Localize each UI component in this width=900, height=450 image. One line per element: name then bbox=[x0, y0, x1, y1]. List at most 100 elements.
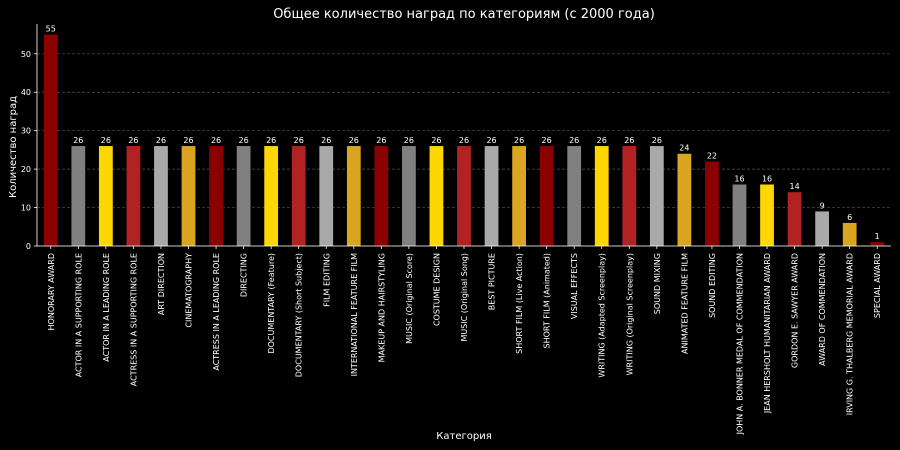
bar bbox=[429, 146, 444, 246]
y-tick-label: 0 bbox=[26, 242, 31, 251]
bar-value-label: 22 bbox=[707, 151, 717, 160]
x-tick-label: MAKEUP AND HAIRSTYLING bbox=[377, 253, 386, 362]
x-axis: HONORARY AWARD ACTOR IN A SUPPORTING ROLE… bbox=[37, 245, 891, 435]
bar bbox=[319, 146, 334, 246]
bar-value-label: 6 bbox=[847, 213, 852, 222]
bar-value-label: 26 bbox=[266, 136, 276, 145]
x-tick-label: MUSIC (Original Song) bbox=[460, 253, 469, 342]
y-tick-label: 50 bbox=[21, 50, 31, 59]
bar-value-label: 26 bbox=[128, 136, 138, 145]
bar bbox=[346, 146, 361, 246]
x-tick-label: ANIMATED FEATURE FILM bbox=[680, 253, 689, 354]
bar bbox=[512, 146, 526, 246]
y-axis-label: Количество наград bbox=[8, 96, 19, 198]
x-tick-label: AWARD OF COMMENDATION bbox=[818, 253, 827, 366]
bar bbox=[732, 184, 747, 246]
bar-value-label: 26 bbox=[652, 136, 662, 145]
bar bbox=[264, 146, 279, 246]
chart-title: Общее количество наград по категориям (с… bbox=[273, 7, 655, 22]
bars bbox=[43, 34, 885, 247]
bar bbox=[677, 153, 692, 246]
bar bbox=[457, 146, 471, 246]
bar-value-label: 26 bbox=[404, 136, 414, 145]
x-tick-label: CINEMATOGRAPHY bbox=[185, 253, 194, 328]
x-tick-label: FILM EDITING bbox=[322, 253, 331, 307]
y-tick-label: 40 bbox=[21, 88, 31, 97]
x-tick-label: SPECIAL AWARD bbox=[873, 253, 882, 318]
x-tick-label: COSTUME DESIGN bbox=[432, 253, 441, 326]
x-tick-label: HONORARY AWARD bbox=[47, 253, 56, 330]
bar-value-label: 26 bbox=[239, 136, 249, 145]
x-tick-label: ACTOR IN A SUPPORTING ROLE bbox=[74, 253, 83, 377]
bar bbox=[291, 146, 306, 246]
x-tick-label: MUSIC (Original Score) bbox=[405, 253, 414, 344]
bar-value-label: 1 bbox=[875, 232, 880, 241]
x-tick-label: ACTRESS IN A SUPPORTING ROLE bbox=[129, 253, 138, 386]
x-tick-label: SOUND EDITING bbox=[708, 253, 717, 318]
y-axis: 0 10 20 30 40 50 bbox=[21, 24, 38, 251]
x-tick-label: SHORT FILM (Animated) bbox=[543, 253, 552, 349]
bar-value-label: 26 bbox=[569, 136, 579, 145]
bar bbox=[374, 146, 389, 246]
y-tick-label: 20 bbox=[21, 165, 31, 174]
bar bbox=[209, 146, 223, 246]
bar-value-label: 55 bbox=[46, 25, 56, 34]
bar-value-label: 26 bbox=[597, 136, 607, 145]
bar bbox=[870, 242, 885, 246]
x-tick-label: WRITING (Original Screenplay) bbox=[625, 253, 634, 375]
bar-value-label: 26 bbox=[624, 136, 634, 145]
bar bbox=[236, 146, 251, 246]
x-tick-label: BEST PICTURE bbox=[488, 253, 497, 310]
bar bbox=[154, 146, 168, 246]
bar bbox=[402, 146, 416, 246]
bar bbox=[539, 146, 554, 246]
bar-value-label: 14 bbox=[789, 182, 799, 191]
x-tick-label: SHORT FILM (Live Action) bbox=[515, 253, 524, 354]
x-tick-label: VISUAL EFFECTS bbox=[570, 253, 579, 319]
bar-value-label: 24 bbox=[679, 144, 689, 153]
bar bbox=[622, 146, 637, 246]
bar-value-label: 16 bbox=[734, 174, 744, 183]
bar bbox=[126, 146, 141, 246]
bar bbox=[98, 146, 113, 246]
bar bbox=[594, 146, 609, 246]
x-tick-label: SOUND MIXING bbox=[653, 253, 662, 314]
bar-value-label: 26 bbox=[486, 136, 496, 145]
bar-value-label: 26 bbox=[183, 136, 193, 145]
x-tick-label: DOCUMENTARY (Feature) bbox=[267, 253, 276, 354]
x-tick-label: IRVING G. THALBERG MEMORIAL AWARD bbox=[846, 253, 855, 415]
bar-value-label: 26 bbox=[459, 136, 469, 145]
x-axis-label: Категория bbox=[436, 431, 491, 442]
bar-value-label: 26 bbox=[542, 136, 552, 145]
value-labels: 55 26 26 26 26 26 26 26 26 26 26 26 26 26 26 26 26 26 26 26… bbox=[46, 25, 880, 242]
bar bbox=[705, 161, 719, 246]
bar bbox=[181, 146, 196, 246]
bar bbox=[649, 146, 664, 246]
x-tick-label: DOCUMENTARY (Short Subject) bbox=[295, 253, 304, 377]
x-tick-label: JOHN A. BONNER MEDAL OF COMMENDATION bbox=[735, 253, 744, 435]
bar-value-label: 26 bbox=[376, 136, 386, 145]
bar-value-label: 26 bbox=[321, 136, 331, 145]
bar bbox=[43, 34, 58, 247]
bar-value-label: 9 bbox=[820, 201, 825, 210]
x-tick-label: DIRECTING bbox=[240, 253, 249, 297]
bar bbox=[815, 211, 830, 246]
bar-value-label: 26 bbox=[156, 136, 166, 145]
y-tick-label: 30 bbox=[21, 127, 31, 136]
x-tick-label: ART DIRECTION bbox=[157, 253, 166, 315]
x-tick-label: GORDON E. SAWYER AWARD bbox=[791, 253, 800, 368]
x-tick-label: JEAN HERSHOLT HUMANITARIAN AWARD bbox=[763, 253, 772, 414]
bar bbox=[567, 146, 582, 246]
bar-value-label: 26 bbox=[514, 136, 524, 145]
bar-value-label: 26 bbox=[349, 136, 359, 145]
bar bbox=[842, 222, 857, 246]
x-tick-label: WRITING (Adapted Screenplay) bbox=[598, 253, 607, 378]
bar-value-label: 26 bbox=[294, 136, 304, 145]
bar bbox=[484, 146, 499, 246]
bar bbox=[787, 192, 802, 246]
bar-value-label: 26 bbox=[101, 136, 111, 145]
x-tick-label: ACTOR IN A LEADING ROLE bbox=[102, 253, 111, 362]
x-tick-label: ACTRESS IN A LEADING ROLE bbox=[212, 253, 221, 371]
bar-value-label: 26 bbox=[73, 136, 83, 145]
